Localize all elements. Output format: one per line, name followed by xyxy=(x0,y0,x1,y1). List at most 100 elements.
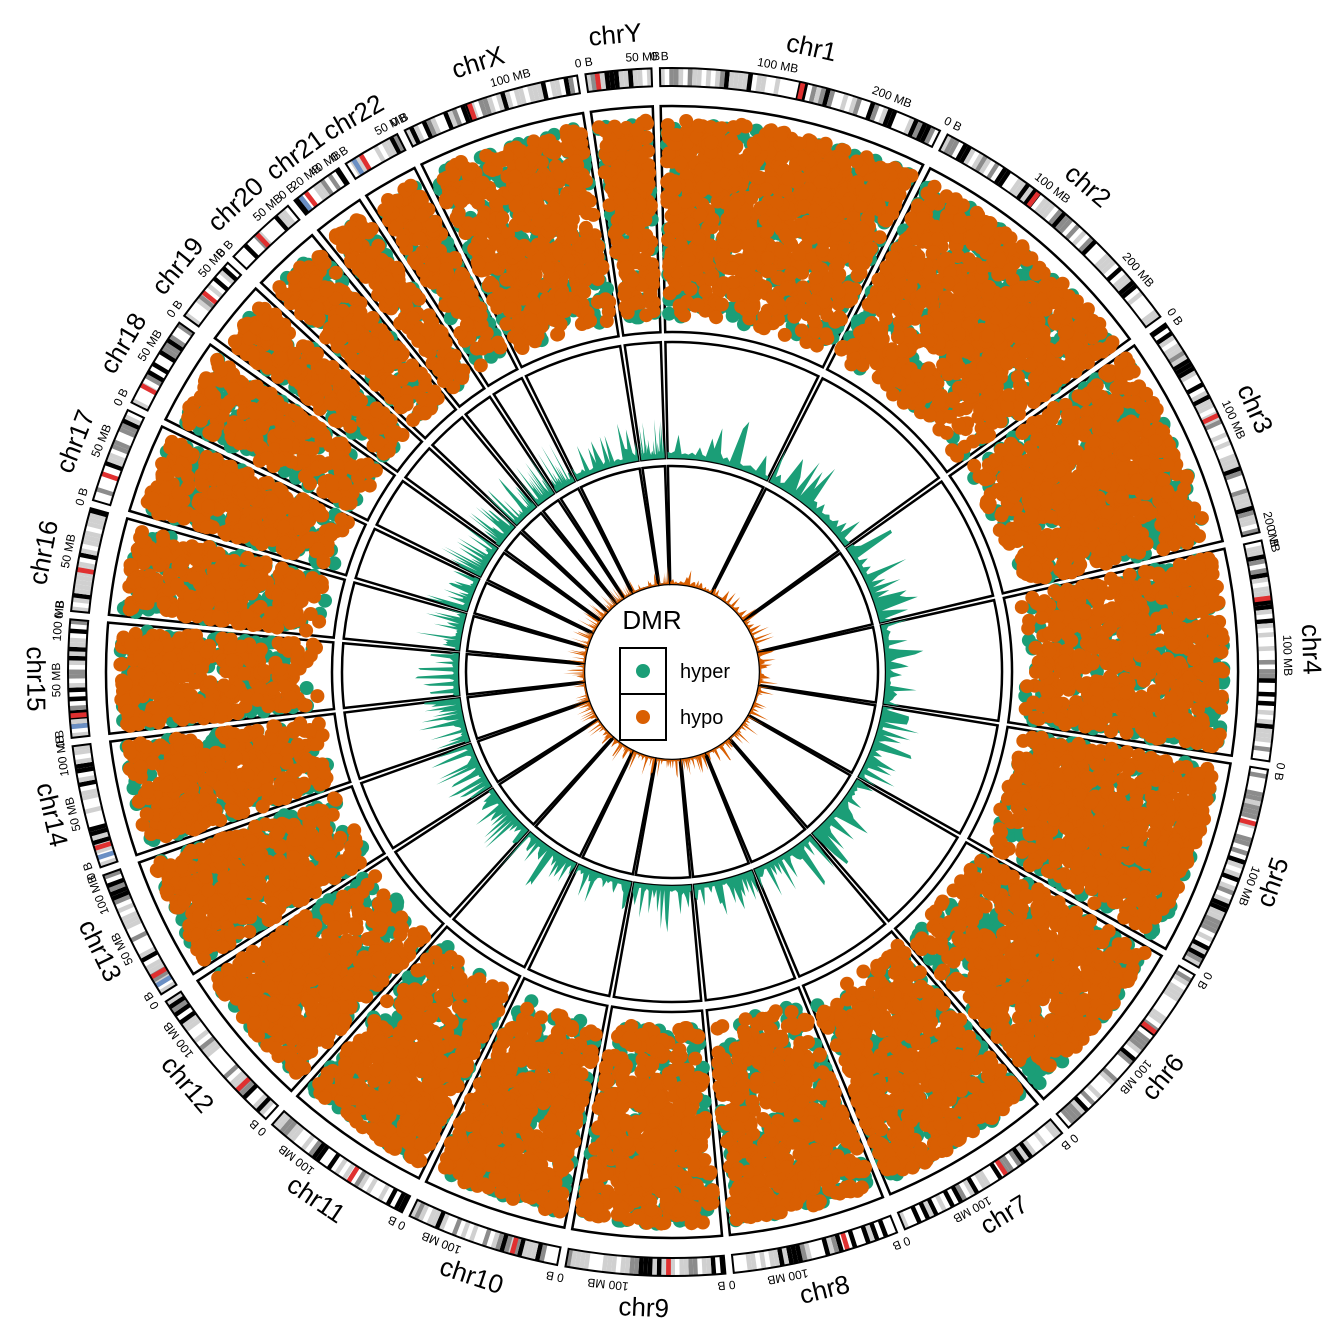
dmr-point xyxy=(1121,443,1136,458)
cytoband xyxy=(1047,1119,1063,1137)
dmr-point xyxy=(963,258,978,273)
dmr-point xyxy=(953,213,967,228)
ideogram-chr12 xyxy=(164,990,280,1121)
dmr-point xyxy=(1114,490,1129,504)
ideogram-chrX xyxy=(403,74,582,148)
cytoband xyxy=(569,1249,578,1269)
cytoband xyxy=(1015,1144,1030,1162)
cytoband xyxy=(1047,208,1063,226)
dmr-point xyxy=(1160,527,1174,542)
tick-label: 0 B xyxy=(545,1268,565,1285)
cytoband xyxy=(212,276,230,292)
cytoband xyxy=(623,69,630,88)
dmr-point xyxy=(1124,535,1139,550)
cytoband xyxy=(1093,252,1111,269)
dmr-point xyxy=(915,211,930,226)
centromere xyxy=(509,1236,519,1256)
cytoband xyxy=(1234,501,1253,511)
dmr-point xyxy=(1135,721,1149,736)
chromosome-label: chrY xyxy=(587,17,643,52)
dmr-point xyxy=(1088,615,1103,630)
dmr-point xyxy=(846,338,861,353)
dmr-point xyxy=(921,361,936,376)
cytoband xyxy=(1240,811,1259,821)
dmr-point xyxy=(896,302,911,317)
ideogram-chr9 xyxy=(564,1247,727,1277)
ideogram-chr5 xyxy=(1181,765,1270,969)
dmr-point xyxy=(1011,283,1026,298)
cytoband xyxy=(1246,554,1266,563)
dmr-point xyxy=(1117,698,1132,713)
ideogram-chr3 xyxy=(1149,322,1261,538)
cytoband xyxy=(494,1232,505,1251)
cytoband xyxy=(1247,558,1267,567)
dmr-point xyxy=(948,192,963,207)
cytoband xyxy=(1257,691,1276,697)
dmr-point xyxy=(837,156,852,171)
ideogram-chr17 xyxy=(91,408,146,507)
dmr-point xyxy=(1043,509,1058,524)
dmr-point xyxy=(1021,386,1036,401)
cytoband xyxy=(549,79,558,99)
tick-label: 0 B xyxy=(1194,969,1215,992)
cytoband xyxy=(373,144,386,163)
cytoband xyxy=(311,1142,326,1160)
cytoband xyxy=(334,1157,348,1176)
cytoband xyxy=(107,452,127,463)
cytoband xyxy=(877,106,889,125)
cytoband xyxy=(87,516,106,526)
cytoband xyxy=(195,297,213,313)
cytoband xyxy=(1150,323,1168,338)
dmr-point xyxy=(1099,437,1114,452)
dmr-point xyxy=(1059,325,1074,340)
dmr-point xyxy=(701,169,716,184)
dmr-point xyxy=(1129,418,1144,432)
dmr-point xyxy=(1108,657,1122,672)
ideogram-chr21 xyxy=(293,166,350,216)
dmr-point xyxy=(945,350,960,365)
cytoband xyxy=(513,87,523,107)
cytoband xyxy=(1230,846,1249,857)
stalk xyxy=(351,157,365,176)
cytoband xyxy=(460,1220,471,1240)
dmr-point xyxy=(1069,584,1084,599)
cytoband xyxy=(121,418,141,430)
cytoband xyxy=(1183,954,1202,968)
dmr-point xyxy=(1014,600,1029,615)
dmr-point xyxy=(995,506,1010,521)
dmr-point xyxy=(1038,437,1053,452)
cytoband xyxy=(839,93,849,112)
dmr-point xyxy=(1126,381,1141,396)
cytoband xyxy=(918,1201,931,1220)
cytoband xyxy=(120,910,139,922)
dmr-point xyxy=(825,205,840,220)
cytoband xyxy=(151,361,170,375)
cytoband xyxy=(69,718,89,725)
cytoband xyxy=(198,1035,216,1051)
cytoband xyxy=(68,687,87,693)
dmr-point xyxy=(1103,669,1117,684)
cytoband xyxy=(326,1152,341,1171)
cytoband xyxy=(601,1254,609,1273)
dmr-point xyxy=(673,237,688,252)
cytoband xyxy=(525,1240,535,1260)
cytoband xyxy=(73,583,93,591)
dmr-point xyxy=(757,309,772,324)
dmr-point xyxy=(928,219,943,234)
cytoband xyxy=(1237,514,1257,524)
dmr-point xyxy=(661,232,676,247)
cytoband xyxy=(1164,985,1183,999)
dmr-point xyxy=(815,243,830,258)
cytoband xyxy=(1257,669,1276,674)
dmr-point xyxy=(709,157,724,172)
dmr-point xyxy=(1180,469,1195,484)
cytoband xyxy=(535,82,545,102)
dmr-point xyxy=(808,270,823,285)
cytoband xyxy=(962,1178,976,1197)
dmr-point xyxy=(728,239,743,254)
dmr-point xyxy=(1071,548,1086,563)
dmr-point xyxy=(705,212,720,227)
dmr-point xyxy=(1022,613,1037,628)
cytoband xyxy=(1241,527,1260,537)
tick-label: 0 B xyxy=(51,600,67,619)
